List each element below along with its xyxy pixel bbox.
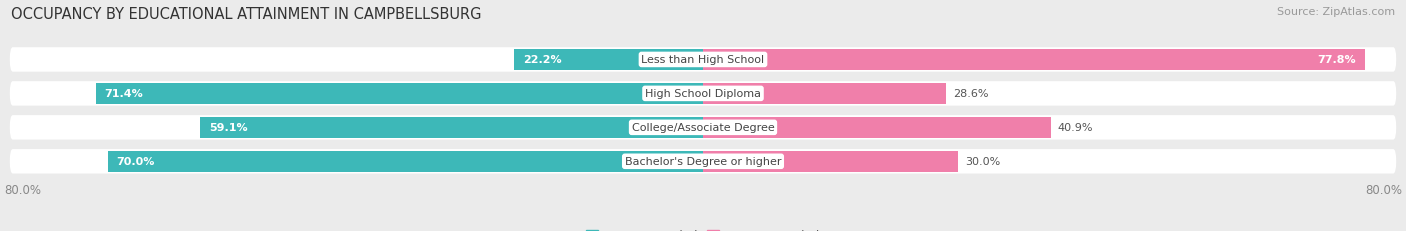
Text: 77.8%: 77.8% [1317,55,1357,65]
Text: 59.1%: 59.1% [209,123,247,133]
Bar [703,151,957,172]
Bar [200,117,703,138]
Text: Source: ZipAtlas.com: Source: ZipAtlas.com [1277,7,1395,17]
FancyBboxPatch shape [10,82,1396,106]
Text: 40.9%: 40.9% [1057,123,1094,133]
Text: High School Diploma: High School Diploma [645,89,761,99]
Text: OCCUPANCY BY EDUCATIONAL ATTAINMENT IN CAMPBELLSBURG: OCCUPANCY BY EDUCATIONAL ATTAINMENT IN C… [11,7,482,22]
Text: Bachelor's Degree or higher: Bachelor's Degree or higher [624,157,782,167]
Bar [703,50,1365,71]
Text: 71.4%: 71.4% [104,89,143,99]
FancyBboxPatch shape [10,116,1396,140]
Bar [703,117,1050,138]
Text: 30.0%: 30.0% [965,157,1000,167]
Bar [515,50,703,71]
Bar [108,151,703,172]
Text: 22.2%: 22.2% [523,55,561,65]
Bar [96,83,703,104]
Text: 28.6%: 28.6% [953,89,988,99]
Text: 70.0%: 70.0% [117,157,155,167]
Bar [703,83,946,104]
Legend: Owner-occupied, Renter-occupied: Owner-occupied, Renter-occupied [581,224,825,231]
Text: College/Associate Degree: College/Associate Degree [631,123,775,133]
FancyBboxPatch shape [10,149,1396,174]
Text: Less than High School: Less than High School [641,55,765,65]
FancyBboxPatch shape [10,48,1396,72]
